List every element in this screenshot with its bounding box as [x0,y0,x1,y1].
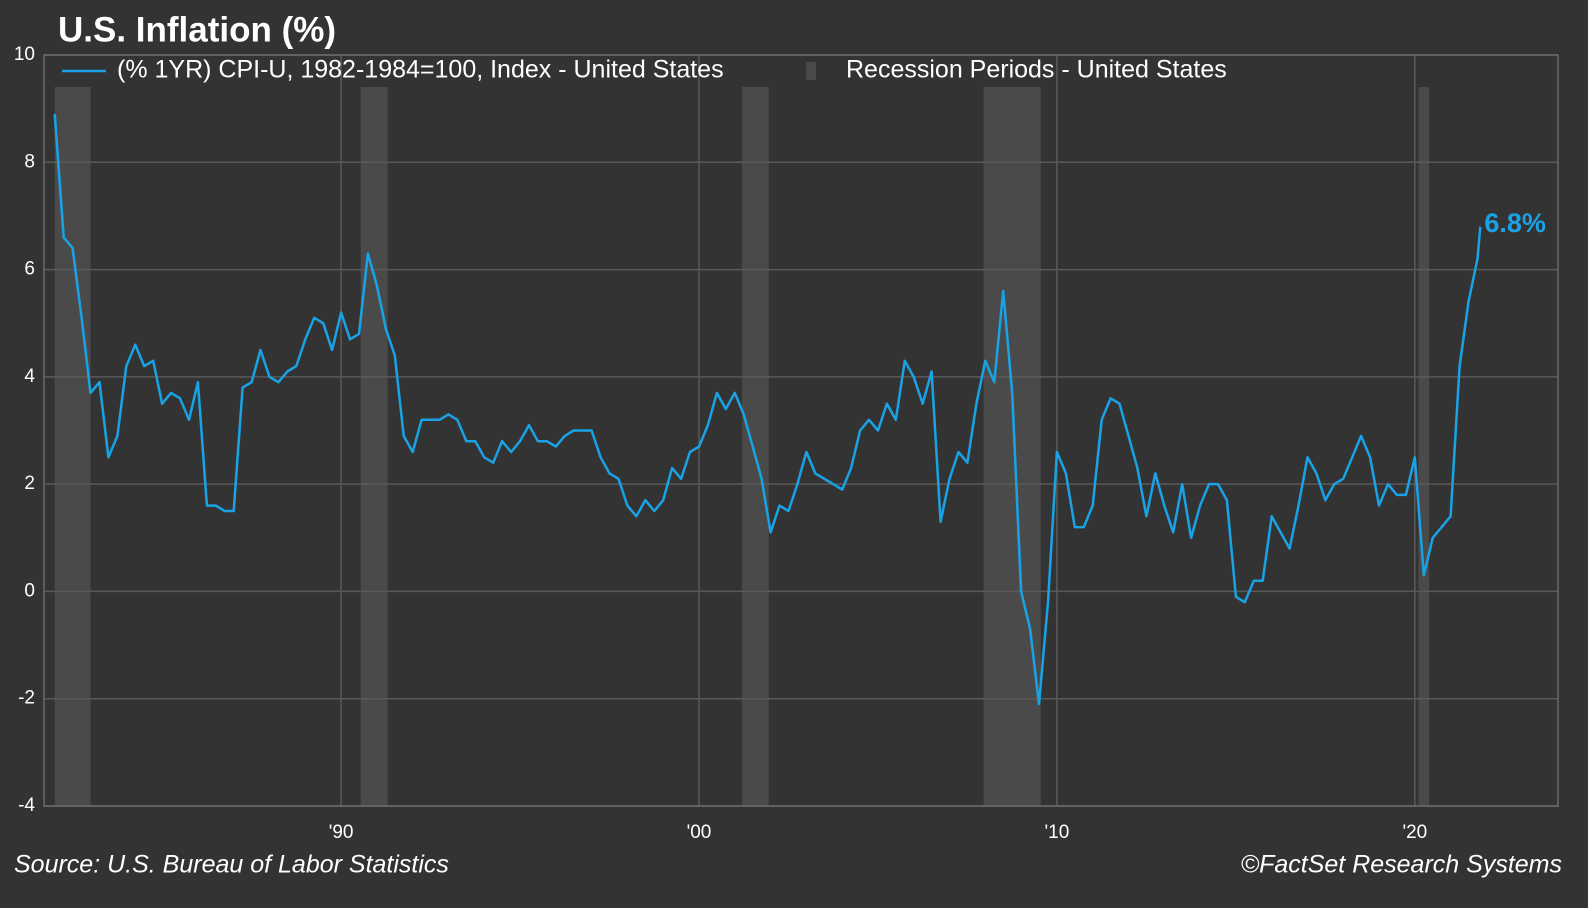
y-tick-label: -2 [18,688,35,709]
y-tick-label: 0 [24,580,35,601]
legend-swatch [806,62,816,80]
chart-title: U.S. Inflation (%) [58,10,336,49]
credit: ©FactSet Research Systems [1241,851,1562,879]
legend-label: (% 1YR) CPI-U, 1982-1984=100, Index - Un… [117,56,724,84]
x-tick-label: '20 [1402,822,1427,843]
x-tick-label: '90 [329,822,354,843]
annotation: 6.8% [1484,208,1546,238]
x-tick-label: '10 [1045,822,1070,843]
y-tick-label: 4 [24,366,35,387]
cpi-line [53,113,1482,706]
y-tick-label: 6 [24,259,35,280]
recession-band [360,87,388,806]
x-tick-label: '00 [687,822,712,843]
source: Source: U.S. Bureau of Labor Statistics [14,851,449,879]
recession-band [983,87,1041,806]
y-tick-label: 8 [24,151,35,172]
recession-band [1418,87,1430,806]
y-tick-label: 2 [24,473,35,494]
plot-frame [43,54,1559,807]
y-tick-label: -4 [18,795,35,816]
recession-band [741,87,769,806]
y-tick-label: 10 [14,44,35,65]
legend-label: Recession Periods - United States [846,56,1227,84]
